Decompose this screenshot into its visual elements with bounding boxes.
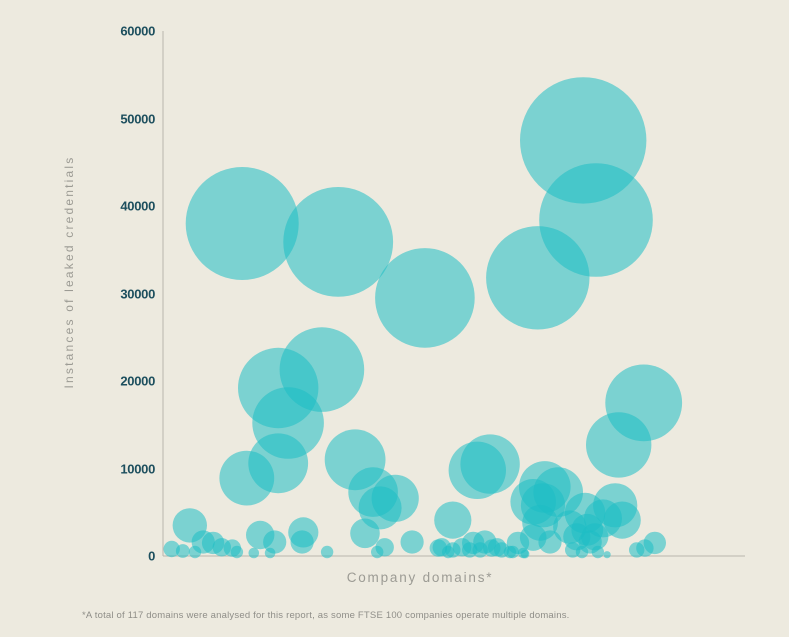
bubble <box>248 547 260 559</box>
bubble <box>575 545 589 559</box>
bubble <box>375 248 475 348</box>
bubble <box>603 501 641 539</box>
chart-footnote: *A total of 117 domains were analysed fo… <box>82 610 570 621</box>
bubble <box>442 545 455 559</box>
y-tick-label: 40000 <box>120 198 155 214</box>
bubble <box>519 461 571 513</box>
bubble <box>486 226 590 330</box>
bubble <box>553 510 587 544</box>
y-tick-label: 50000 <box>120 111 155 126</box>
bubble <box>518 547 529 559</box>
bubble <box>400 530 424 554</box>
y-tick-label: 30000 <box>120 286 155 301</box>
bubble <box>494 542 510 558</box>
bubble <box>591 545 604 559</box>
bubble <box>185 167 299 280</box>
bubble <box>163 540 180 558</box>
bubble <box>586 412 652 478</box>
bubble <box>175 544 190 558</box>
bubble <box>230 545 244 559</box>
bubble <box>320 545 334 559</box>
bubble <box>219 450 275 506</box>
bubble <box>358 486 402 530</box>
y-tick-label: 10000 <box>120 461 155 476</box>
bubble <box>643 531 666 555</box>
y-tick-label: 0 <box>148 548 155 564</box>
y-tick-label: 60000 <box>120 23 155 39</box>
bubble <box>434 501 472 539</box>
bubble <box>375 538 394 557</box>
x-axis-title: Company domains* <box>346 570 494 585</box>
bubble <box>264 547 276 559</box>
bubble <box>448 441 506 499</box>
y-tick-label: 20000 <box>120 373 155 389</box>
bubble <box>290 530 314 554</box>
bubble <box>263 530 287 554</box>
bubble <box>581 523 609 551</box>
bubble <box>283 187 394 297</box>
bubble <box>506 545 519 559</box>
bubble <box>603 551 611 559</box>
y-axis-title: Instances of leaked credentials <box>62 155 76 389</box>
